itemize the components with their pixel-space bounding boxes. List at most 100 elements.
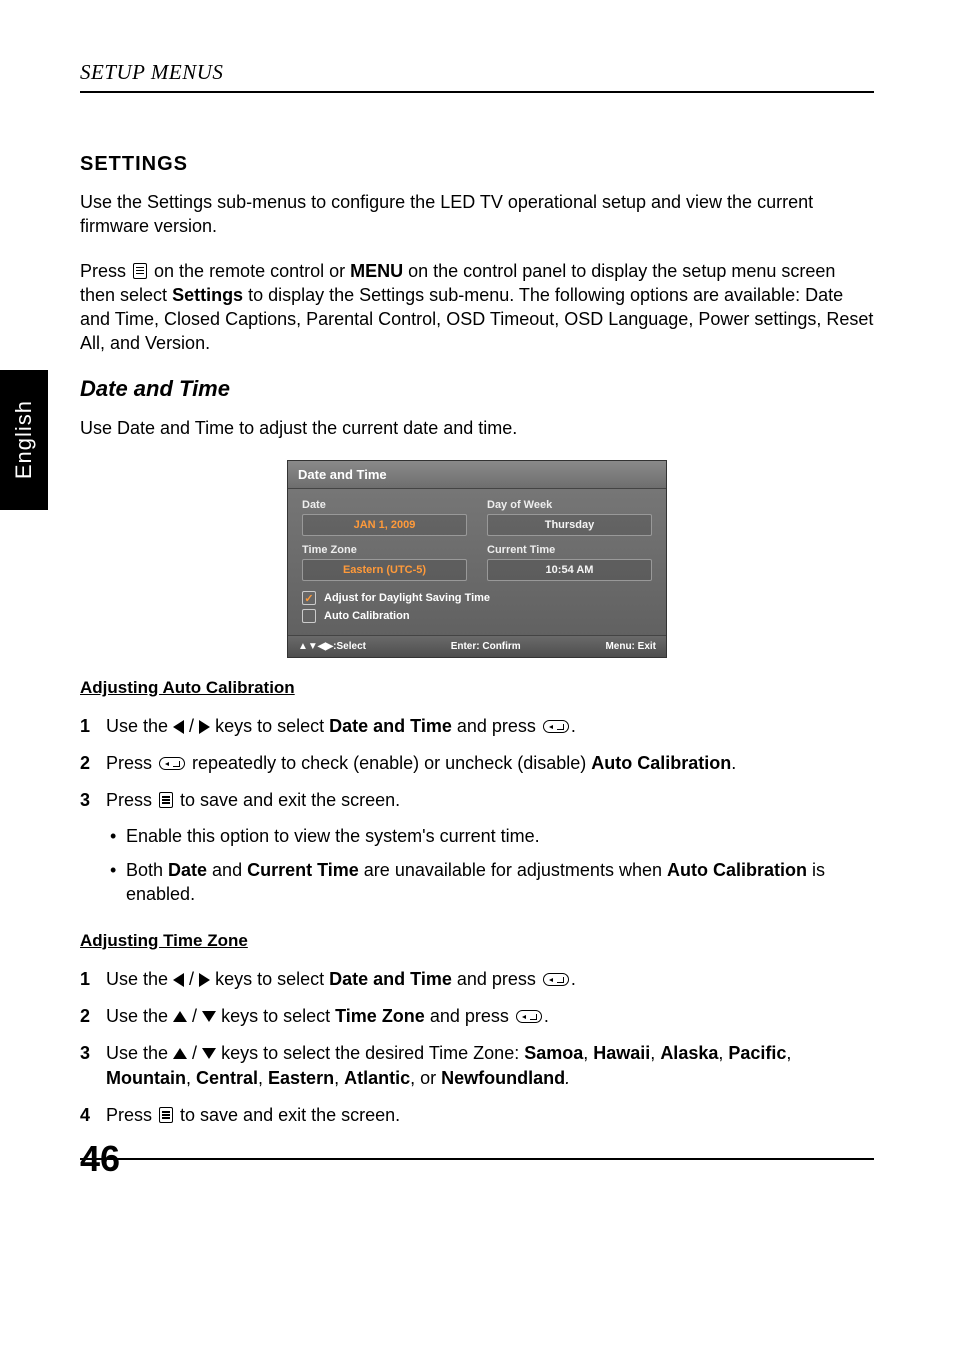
menu-icon [159, 792, 173, 808]
date-time-intro: Use Date and Time to adjust the current … [80, 416, 874, 440]
text: to save and exit the screen. [175, 1105, 400, 1125]
page-number: 46 [80, 1138, 120, 1180]
footer-rule [80, 1158, 874, 1170]
down-arrow-icon [202, 1011, 216, 1022]
checkbox-unchecked-icon [302, 609, 316, 623]
osd-value-ct: 10:54 AM [487, 559, 652, 581]
enter-icon [159, 757, 185, 770]
text: , [650, 1043, 660, 1063]
heading-auto-calibration: Adjusting Auto Calibration [80, 678, 874, 698]
text: keys to select [210, 716, 329, 736]
text: and [207, 860, 247, 880]
step-3: Press to save and exit the screen. Enabl… [80, 788, 874, 906]
zone: Mountain [106, 1068, 186, 1088]
text: and press [425, 1006, 514, 1026]
text: Use the [106, 969, 173, 989]
zone: Newfoundland [441, 1068, 565, 1088]
heading-time-zone: Adjusting Time Zone [80, 931, 874, 951]
text: to save and exit the screen. [175, 790, 400, 810]
text: / [187, 1006, 202, 1026]
enter-icon [543, 973, 569, 986]
right-arrow-icon [199, 720, 210, 734]
osd-footer-mid: Enter: Confirm [451, 641, 521, 652]
text: Press [106, 790, 157, 810]
step-3: Use the / keys to select the desired Tim… [80, 1041, 874, 1091]
osd-label-date: Date [302, 499, 467, 511]
osd-title: Date and Time [288, 461, 666, 489]
target-text: Date and Time [329, 716, 452, 736]
text: Use the [106, 716, 173, 736]
left-arrow-icon [173, 973, 184, 987]
zone: Alaska [660, 1043, 718, 1063]
text: , [334, 1068, 344, 1088]
text: . [565, 1068, 570, 1088]
osd-label-ct: Current Time [487, 544, 652, 556]
step-1: Use the / keys to select Date and Time a… [80, 967, 874, 992]
osd-value-tz: Eastern (UTC-5) [302, 559, 467, 581]
osd-check-daylight: ✓ Adjust for Daylight Saving Time [302, 591, 652, 605]
bold: Date [168, 860, 207, 880]
zone: Samoa [524, 1043, 583, 1063]
text: , [718, 1043, 728, 1063]
text: , [186, 1068, 196, 1088]
zone: Atlantic [344, 1068, 410, 1088]
text: / [184, 716, 199, 736]
language-tab: English [0, 370, 48, 510]
zone: Pacific [728, 1043, 786, 1063]
text: and press [452, 969, 541, 989]
text: Press [80, 261, 131, 281]
enter-icon [543, 720, 569, 733]
text: , [258, 1068, 268, 1088]
steps-auto-calibration: Use the / keys to select Date and Time a… [80, 714, 874, 906]
text: Press [106, 753, 157, 773]
enter-icon [516, 1010, 542, 1023]
menu-icon [133, 263, 147, 279]
settings-intro-2: Press on the remote control or MENU on t… [80, 259, 874, 356]
down-arrow-icon [202, 1048, 216, 1059]
text: repeatedly to check (enable) or uncheck … [187, 753, 591, 773]
step-4: Press to save and exit the screen. [80, 1103, 874, 1128]
steps-time-zone: Use the / keys to select Date and Time a… [80, 967, 874, 1129]
checkbox-checked-icon: ✓ [302, 591, 316, 605]
section-heading-settings: SETTINGS [80, 153, 874, 176]
osd-check-autocal-label: Auto Calibration [324, 610, 410, 622]
settings-label: Settings [172, 285, 243, 305]
right-arrow-icon [199, 973, 210, 987]
menu-icon [159, 1107, 173, 1123]
text: . [571, 716, 576, 736]
osd-check-autocal: Auto Calibration [302, 609, 652, 623]
bullet-1: Enable this option to view the system's … [106, 824, 874, 848]
page-header: SETUP MENUS [80, 60, 874, 93]
text: keys to select [210, 969, 329, 989]
menu-label: MENU [350, 261, 403, 281]
text: . [731, 753, 736, 773]
bullet-2: Both Date and Current Time are unavailab… [106, 858, 874, 907]
text: , [583, 1043, 593, 1063]
text: Use the [106, 1043, 173, 1063]
text: . [571, 969, 576, 989]
text: on the remote control or [149, 261, 350, 281]
text: Both [126, 860, 168, 880]
zone: Hawaii [593, 1043, 650, 1063]
text: / [187, 1043, 202, 1063]
osd-value-dow: Thursday [487, 514, 652, 536]
up-arrow-icon [173, 1048, 187, 1059]
text: , or [410, 1068, 441, 1088]
osd-footer: ▲▼◀▶:Select Enter: Confirm Menu: Exit [288, 635, 666, 657]
text: are unavailable for adjustments when [359, 860, 667, 880]
text: and press [452, 716, 541, 736]
zone: Central [196, 1068, 258, 1088]
subsection-date-time: Date and Time [80, 376, 874, 402]
osd-label-dow: Day of Week [487, 499, 652, 511]
osd-label-tz: Time Zone [302, 544, 467, 556]
language-tab-label: English [11, 400, 37, 479]
text: keys to select the desired Time Zone: [216, 1043, 524, 1063]
osd-screenshot: Date and Time Date JAN 1, 2009 Day of We… [287, 460, 667, 658]
text: / [184, 969, 199, 989]
osd-check-daylight-label: Adjust for Daylight Saving Time [324, 592, 490, 604]
target-text: Time Zone [335, 1006, 425, 1026]
left-arrow-icon [173, 720, 184, 734]
up-arrow-icon [173, 1011, 187, 1022]
bullet-list: Enable this option to view the system's … [106, 824, 874, 907]
step-1: Use the / keys to select Date and Time a… [80, 714, 874, 739]
